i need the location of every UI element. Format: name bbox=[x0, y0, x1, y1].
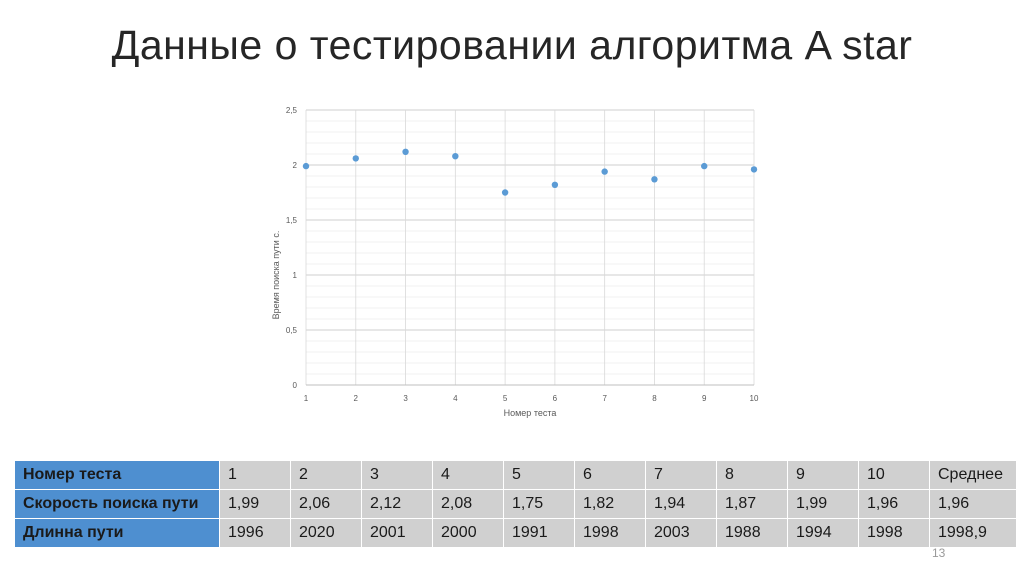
table-cell: 2000 bbox=[432, 518, 504, 548]
table-cell: 4 bbox=[432, 460, 504, 490]
table-cell: 1,94 bbox=[645, 489, 717, 519]
table-cell: 1998 bbox=[858, 518, 930, 548]
chart-grid bbox=[305, 109, 755, 386]
chart-points bbox=[302, 148, 758, 196]
x-tick-label: 8 bbox=[652, 394, 657, 403]
data-point bbox=[750, 166, 758, 173]
page-number: 13 bbox=[932, 546, 946, 560]
row-header: Длинна пути bbox=[14, 518, 220, 548]
table-cell: 9 bbox=[787, 460, 859, 490]
row-header: Скорость поиска пути bbox=[14, 489, 220, 519]
table-cell: 1 bbox=[219, 460, 291, 490]
x-tick-label: 5 bbox=[503, 394, 508, 403]
table-cell: 1994 bbox=[787, 518, 859, 548]
table-cell: 2,06 bbox=[290, 489, 362, 519]
y-tick-label: 1 bbox=[293, 271, 298, 280]
table-cell: 1998,9 bbox=[929, 518, 1017, 548]
data-point bbox=[402, 148, 409, 155]
y-tick-label: 0,5 bbox=[286, 326, 298, 335]
table-cell: 1,87 bbox=[716, 489, 788, 519]
table-cell: 1,75 bbox=[503, 489, 575, 519]
x-tick-label: 3 bbox=[403, 394, 408, 403]
table-cell: 7 bbox=[645, 460, 717, 490]
table-cell: 2020 bbox=[290, 518, 362, 548]
table-cell: 1996 bbox=[219, 518, 291, 548]
table-cell: 8 bbox=[716, 460, 788, 490]
table-cell: 5 bbox=[503, 460, 575, 490]
y-tick-label: 2 bbox=[293, 161, 298, 170]
x-tick-label: 4 bbox=[453, 394, 458, 403]
table-cell: 1988 bbox=[716, 518, 788, 548]
table-cell: 10 bbox=[858, 460, 930, 490]
table-cell: 2 bbox=[290, 460, 362, 490]
table-row: Длинна пути 1996 2020 2001 2000 1991 1998 2003 1… bbox=[14, 518, 1017, 548]
row-header: Номер теста bbox=[14, 460, 220, 490]
table-cell: 2003 bbox=[645, 518, 717, 548]
chart-tick-labels: 0 0,5 1 1,5 2 2,5 1 2 3 4 5 6 7 8 9 10 bbox=[286, 106, 759, 403]
table-cell: 2001 bbox=[361, 518, 433, 548]
y-tick-label: 2,5 bbox=[286, 106, 298, 115]
y-tick-label: 0 bbox=[293, 381, 298, 390]
data-point bbox=[651, 176, 658, 183]
table-cell: 1,96 bbox=[929, 489, 1017, 519]
x-axis-label: Номер теста bbox=[504, 408, 557, 418]
x-tick-label: 6 bbox=[553, 394, 558, 403]
data-point bbox=[551, 181, 559, 188]
table-cell: 3 bbox=[361, 460, 433, 490]
x-tick-label: 2 bbox=[354, 394, 359, 403]
slide-title: Данные о тестировании алгоритма A star bbox=[111, 22, 913, 68]
table-cell: 1991 bbox=[503, 518, 575, 548]
table-cell: 2,12 bbox=[361, 489, 433, 519]
x-tick-label: 1 bbox=[304, 394, 309, 403]
data-point bbox=[701, 162, 708, 170]
table-row: Номер теста 1 2 3 4 5 6 7 8 9 10 Среднее bbox=[14, 460, 1017, 490]
data-point bbox=[452, 153, 459, 160]
y-tick-label: 1,5 bbox=[286, 216, 298, 225]
table-cell: 1998 bbox=[574, 518, 646, 548]
table-cell: 1,96 bbox=[858, 489, 930, 519]
table-row: Скорость поиска пути 1,99 2,06 2,12 2,08 1,75… bbox=[14, 489, 1017, 519]
table-cell: 1,82 bbox=[574, 489, 646, 519]
x-tick-label: 7 bbox=[602, 394, 607, 403]
results-table: Номер теста 1 2 3 4 5 6 7 8 9 10 Среднее Скорость по… bbox=[14, 460, 1017, 548]
data-point bbox=[501, 189, 509, 196]
table-cell: 6 bbox=[574, 460, 646, 490]
data-point bbox=[601, 168, 608, 175]
y-axis-label: Время поиска пути с. bbox=[271, 231, 281, 320]
data-point bbox=[352, 155, 359, 162]
table-cell: Среднее bbox=[929, 460, 1017, 490]
scatter-chart: 0 0,5 1 1,5 2 2,5 1 2 3 4 5 6 7 8 9 10 Номер теста Врем… bbox=[271, 106, 759, 418]
table-cell: 2,08 bbox=[432, 489, 504, 519]
table-cell: 1,99 bbox=[787, 489, 859, 519]
data-point bbox=[302, 162, 310, 170]
x-tick-label: 9 bbox=[702, 394, 707, 403]
table-cell: 1,99 bbox=[219, 489, 291, 519]
x-tick-label: 10 bbox=[750, 394, 759, 403]
